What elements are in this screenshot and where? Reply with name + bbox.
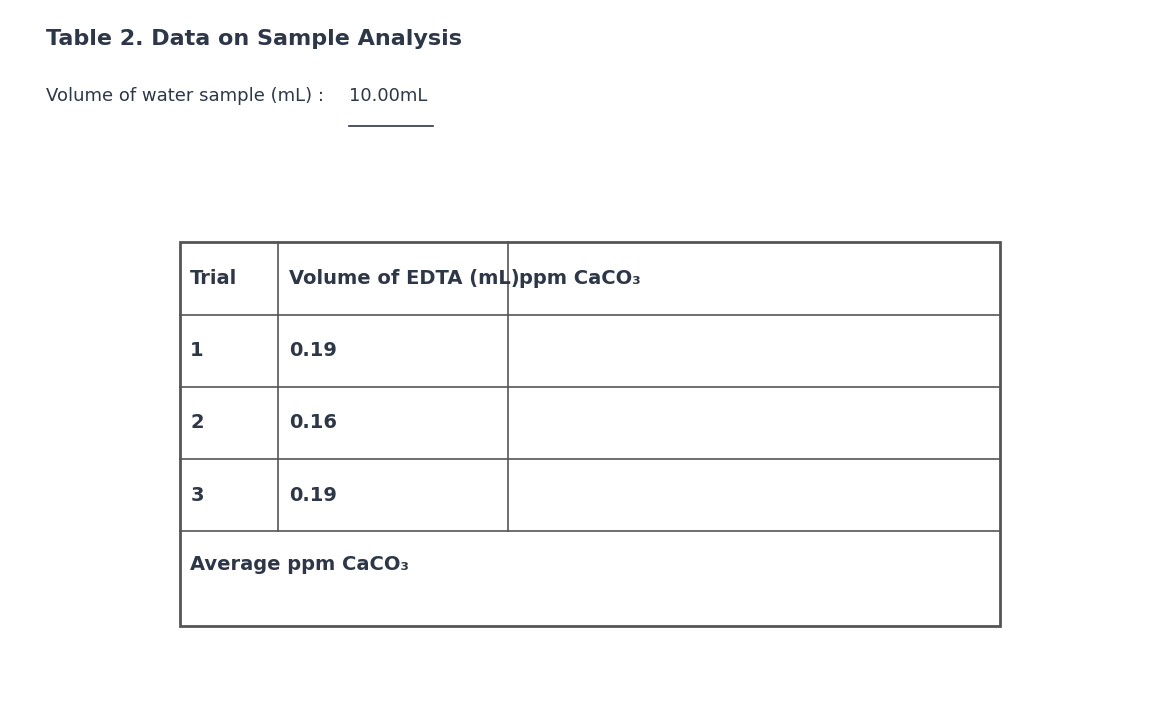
Text: 0.19: 0.19 <box>289 342 336 360</box>
Text: Average ppm CaCO₃: Average ppm CaCO₃ <box>190 555 409 574</box>
Text: 0.19: 0.19 <box>289 486 336 505</box>
Text: Table 2. Data on Sample Analysis: Table 2. Data on Sample Analysis <box>46 29 462 49</box>
Text: 10.00mL: 10.00mL <box>349 87 427 105</box>
Text: 3: 3 <box>190 486 204 505</box>
Text: 1: 1 <box>190 342 204 360</box>
Text: Trial: Trial <box>190 269 237 288</box>
Text: ppm CaCO₃: ppm CaCO₃ <box>518 269 640 288</box>
Text: 0.16: 0.16 <box>289 414 337 432</box>
Text: Volume of EDTA (mL): Volume of EDTA (mL) <box>289 269 519 288</box>
Text: Volume of water sample (mL) :: Volume of water sample (mL) : <box>46 87 330 105</box>
Text: 2: 2 <box>190 414 204 432</box>
Bar <box>180 243 1000 626</box>
